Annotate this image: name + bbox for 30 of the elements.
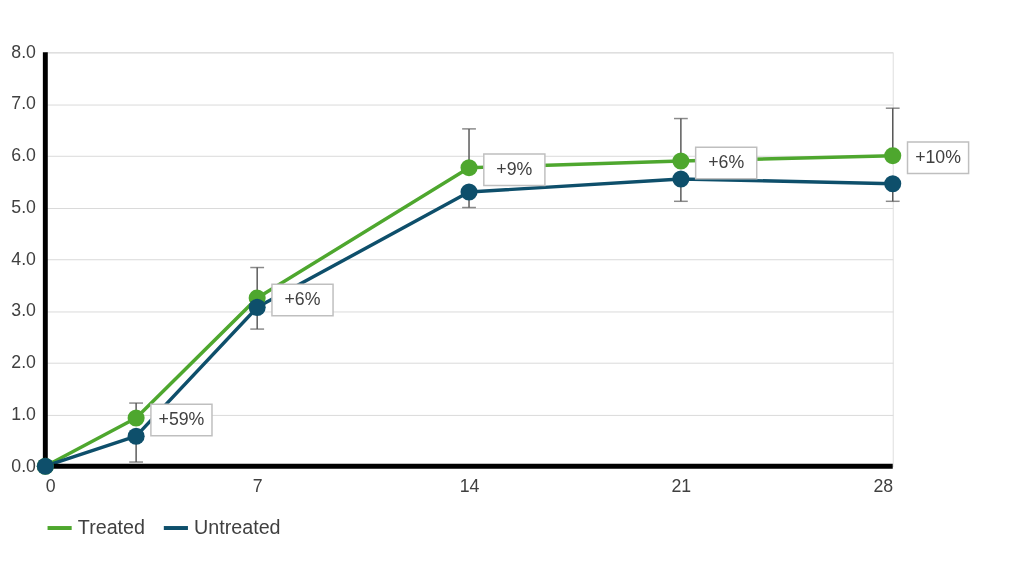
point bbox=[460, 159, 478, 177]
y-tick-label: 0.0 bbox=[11, 455, 37, 476]
legend-label: Treated bbox=[77, 515, 145, 538]
point bbox=[127, 409, 145, 427]
x-tick-label: 7 bbox=[252, 476, 263, 497]
x-tick-label: 0 bbox=[45, 476, 56, 497]
x-tick-label: 21 bbox=[671, 476, 692, 497]
y-tick-label: 4.0 bbox=[11, 248, 37, 269]
y-tick-label: 2.0 bbox=[11, 352, 37, 373]
annotation: +10% bbox=[915, 146, 962, 167]
y-tick-label: 7.0 bbox=[11, 93, 37, 114]
point bbox=[248, 298, 266, 316]
y-tick-label: 3.0 bbox=[11, 300, 37, 321]
x-tick-label: 28 bbox=[873, 476, 894, 497]
legend-label: Untreated bbox=[194, 515, 281, 538]
point bbox=[460, 183, 478, 201]
y-tick-label: 1.0 bbox=[11, 403, 37, 424]
point bbox=[884, 147, 902, 165]
annotation: +9% bbox=[496, 158, 533, 179]
point bbox=[672, 152, 690, 170]
point bbox=[884, 175, 902, 193]
point bbox=[672, 170, 690, 188]
y-tick-label: 8.0 bbox=[11, 41, 37, 62]
point bbox=[127, 427, 145, 445]
annotation: +6% bbox=[284, 288, 321, 309]
x-tick-label: 14 bbox=[459, 476, 480, 497]
y-tick-label: 6.0 bbox=[11, 145, 37, 166]
annotation: +59% bbox=[158, 408, 205, 429]
y-tick-label: 5.0 bbox=[11, 196, 37, 217]
annotation: +6% bbox=[708, 151, 745, 172]
